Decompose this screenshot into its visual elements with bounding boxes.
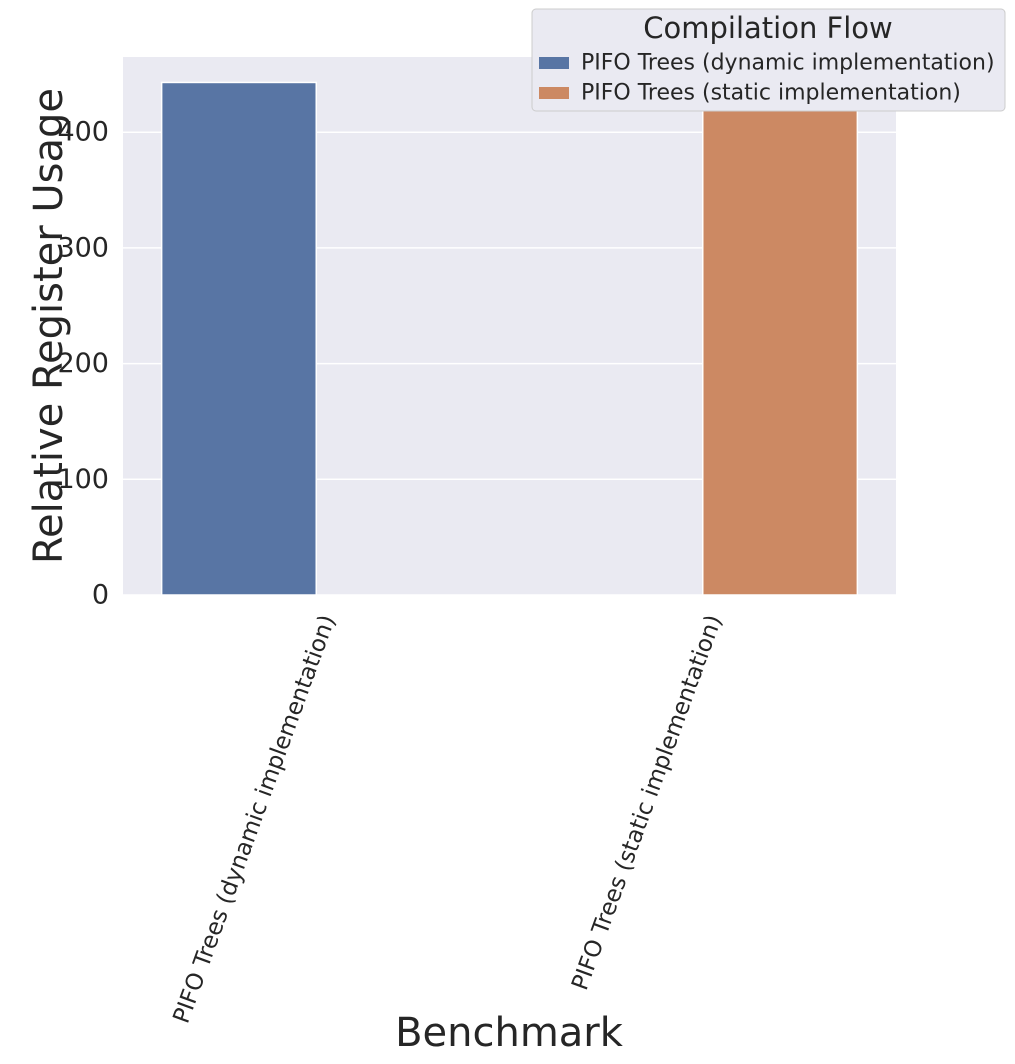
bar-static [702,93,859,596]
y-tick-labels: 0 100 200 300 400 [57,117,109,611]
y-tick-label: 0 [92,580,109,611]
x-tick-label: PIFO Trees (static implementation) [567,612,727,994]
y-tick-label: 200 [57,348,109,379]
x-tick-label: PIFO Trees (dynamic implementation) [169,612,341,1027]
y-tick-label: 400 [57,117,109,148]
legend-label: PIFO Trees (dynamic implementation) [581,51,995,76]
y-tick-label: 300 [57,232,109,263]
legend-swatch [539,87,569,99]
legend-items: PIFO Trees (dynamic implementation) PIFO … [539,51,995,106]
legend-label: PIFO Trees (static implementation) [581,81,961,106]
legend: Compilation Flow PIFO Trees (dynamic imp… [531,8,1006,112]
y-tick-label: 100 [57,464,109,495]
legend-swatch [539,57,569,69]
x-axis-label: Benchmark [395,1010,624,1056]
y-axis-label: Relative Register Usage [26,88,72,564]
legend-title: Compilation Flow [643,11,893,45]
x-tick-labels: PIFO Trees (dynamic implementation) PIFO … [169,612,728,1027]
bar-dynamic [160,81,317,596]
legend-box [531,8,1006,112]
bars [160,81,859,596]
